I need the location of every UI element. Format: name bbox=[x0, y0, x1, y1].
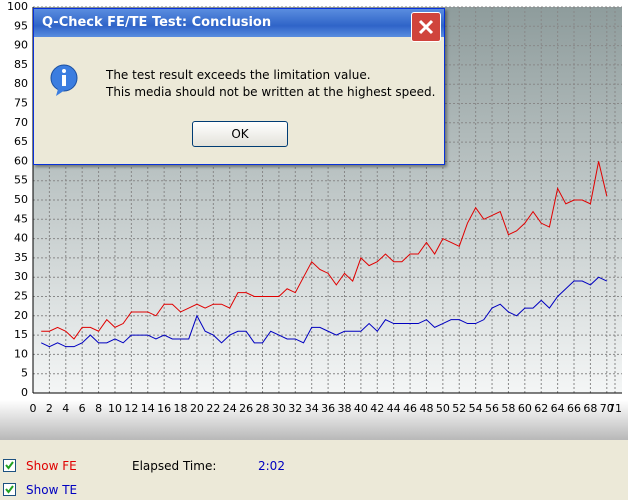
x-tick-label: 26 bbox=[239, 402, 253, 415]
y-tick-label: 80 bbox=[14, 77, 28, 90]
check bbox=[5, 485, 14, 494]
show-fe-label[interactable]: Show FE bbox=[26, 459, 77, 473]
y-tick-label: 60 bbox=[14, 154, 28, 167]
x-tick-label: 58 bbox=[501, 402, 515, 415]
message: The test result exceeds the limitation v… bbox=[106, 67, 435, 101]
y-tick-label: 75 bbox=[14, 97, 28, 110]
x-tick-label: 8 bbox=[95, 402, 102, 415]
x-tick-label: 70 bbox=[600, 402, 614, 415]
y-tick-label: 40 bbox=[14, 232, 28, 245]
info-icon bbox=[50, 64, 78, 96]
x-tick-label: 71 bbox=[608, 402, 622, 415]
y-tick-label: 70 bbox=[14, 116, 28, 129]
y-tick-label: 30 bbox=[14, 270, 28, 283]
ok-button[interactable]: OK bbox=[192, 121, 288, 147]
y-tick-label: 100 bbox=[7, 0, 28, 13]
y-tick-label: 5 bbox=[21, 367, 28, 380]
x-tick-label: 24 bbox=[223, 402, 237, 415]
x-tick-label: 16 bbox=[157, 402, 171, 415]
x-tick-label: 0 bbox=[30, 402, 37, 415]
x-tick-label: 56 bbox=[485, 402, 499, 415]
y-tick-label: 55 bbox=[14, 174, 28, 187]
x-tick-label: 6 bbox=[79, 402, 86, 415]
x-tick-label: 36 bbox=[321, 402, 335, 415]
x-tick-label: 18 bbox=[174, 402, 188, 415]
y-tick-label: 35 bbox=[14, 251, 28, 264]
y-tick-label: 65 bbox=[14, 135, 28, 148]
elapsed-value: 2:02 bbox=[258, 459, 285, 473]
message-line: The test result exceeds the limitation v… bbox=[106, 68, 371, 82]
x-tick-label: 46 bbox=[403, 402, 417, 415]
x-tick-label: 50 bbox=[436, 402, 450, 415]
x-tick-label: 28 bbox=[256, 402, 270, 415]
x-tick-label: 42 bbox=[370, 402, 384, 415]
x-tick-label: 34 bbox=[305, 402, 319, 415]
y-tick-label: 20 bbox=[14, 309, 28, 322]
y-tick-label: 95 bbox=[14, 19, 28, 32]
series-line bbox=[40, 276, 608, 348]
y-tick-label: 10 bbox=[14, 347, 28, 360]
y-tick-label: 50 bbox=[14, 193, 28, 206]
checkbox[interactable] bbox=[3, 459, 16, 472]
y-tick-label: 85 bbox=[14, 58, 28, 71]
x-tick-label: 22 bbox=[206, 402, 220, 415]
x-tick-label: 14 bbox=[141, 402, 155, 415]
y-tick-label: 25 bbox=[14, 290, 28, 303]
x-tick-label: 44 bbox=[387, 402, 401, 415]
dialog-title: Q-Check FE/TE Test: Conclusion bbox=[34, 9, 444, 37]
elapsed-label: Elapsed Time: bbox=[132, 459, 217, 473]
checkbox[interactable] bbox=[3, 483, 16, 496]
y-tick-label: 90 bbox=[14, 39, 28, 52]
x-tick-label: 48 bbox=[419, 402, 433, 415]
series-line bbox=[41, 161, 608, 340]
y-tick-label: 15 bbox=[14, 328, 28, 341]
x-tick-label: 52 bbox=[452, 402, 466, 415]
x-tick-label: 20 bbox=[190, 402, 204, 415]
show-te-label[interactable]: Show TE bbox=[26, 483, 78, 497]
message-line: This media should not be written at the … bbox=[106, 85, 436, 99]
x-tick-label: 64 bbox=[551, 402, 565, 415]
x-tick-label: 4 bbox=[62, 402, 69, 415]
x-tick-label: 32 bbox=[288, 402, 302, 415]
x-tick-label: 10 bbox=[108, 402, 122, 415]
x-tick-label: 54 bbox=[469, 402, 483, 415]
x-tick-label: 30 bbox=[272, 402, 286, 415]
dialog: Q-Check FE/TE Test: Conclusion The test … bbox=[33, 8, 445, 165]
y-tick-label: 45 bbox=[14, 212, 28, 225]
close-icon bbox=[418, 19, 434, 35]
x-tick-label: 38 bbox=[337, 402, 351, 415]
x-tick-label: 68 bbox=[583, 402, 597, 415]
x-tick-label: 2 bbox=[46, 402, 53, 415]
x-tick-label: 60 bbox=[518, 402, 532, 415]
axis-strip bbox=[0, 400, 628, 440]
close-button[interactable] bbox=[411, 12, 441, 42]
x-tick-label: 66 bbox=[567, 402, 581, 415]
x-tick-label: 12 bbox=[124, 402, 138, 415]
y-tick-label: 0 bbox=[21, 386, 28, 399]
check bbox=[5, 461, 14, 470]
x-tick-label: 40 bbox=[354, 402, 368, 415]
x-tick-label: 62 bbox=[534, 402, 548, 415]
